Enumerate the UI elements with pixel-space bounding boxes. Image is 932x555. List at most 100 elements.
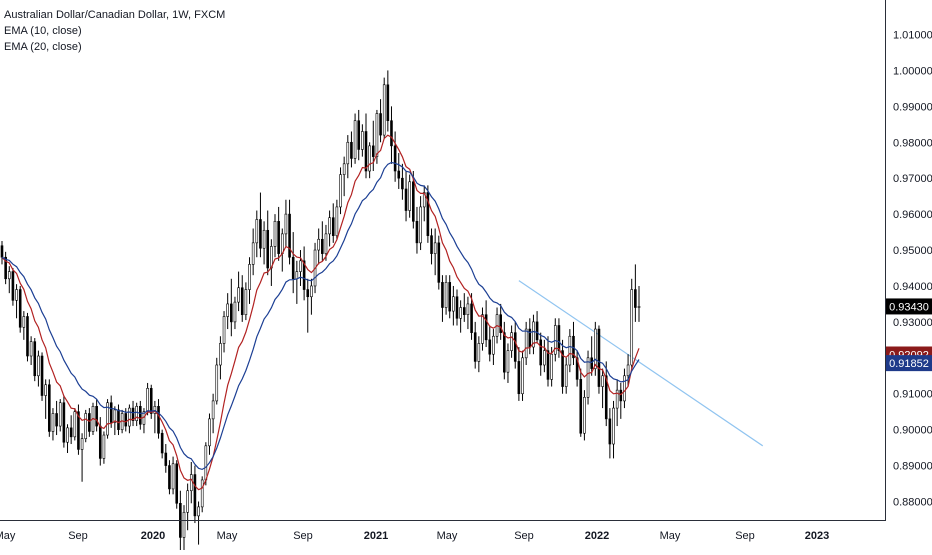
candle-body: [612, 407, 615, 445]
candle-body: [397, 170, 401, 179]
candle: [361, 124, 364, 157]
candle: [0, 241, 4, 265]
x-tick-label: 2021: [364, 530, 388, 542]
ema-line-10: [1, 134, 640, 491]
candle: [594, 321, 597, 376]
candle-body: [109, 402, 113, 423]
candle: [517, 347, 521, 401]
candle-body: [557, 325, 561, 351]
candle: [215, 357, 219, 405]
candle: [368, 142, 371, 179]
candle-body: [444, 282, 448, 308]
y-tick-label: 1.01000: [893, 30, 932, 42]
legend-ema-10: EMA (10, close): [4, 25, 82, 37]
y-tick-label: 0.89000: [893, 461, 932, 473]
candle-body: [590, 357, 593, 369]
candle-body: [357, 120, 361, 150]
candle-body: [422, 192, 426, 208]
candle: [492, 329, 495, 365]
candle-body: [128, 407, 131, 427]
candle-body: [139, 406, 142, 425]
trendline: [518, 280, 764, 447]
candle: [524, 321, 528, 365]
candle: [149, 384, 153, 419]
candle: [506, 343, 510, 383]
candle-body: [106, 402, 109, 436]
y-tick-label: 0.97000: [893, 173, 932, 185]
candle: [557, 318, 561, 358]
candle: [200, 476, 204, 513]
candle-body: [433, 242, 437, 254]
x-tick-label: May: [660, 530, 681, 542]
candle-body: [168, 465, 171, 490]
candle: [441, 275, 444, 322]
candle: [382, 77, 386, 139]
candle: [117, 404, 120, 436]
candle: [55, 400, 58, 436]
candle-body: [124, 413, 128, 427]
y-tick-label: 0.93000: [893, 317, 932, 329]
candle-body: [510, 332, 513, 351]
candle-body: [441, 282, 444, 308]
y-tick-label: 0.94000: [893, 281, 932, 293]
candle-body: [473, 332, 477, 362]
candle: [48, 379, 51, 437]
candle: [40, 352, 44, 401]
candle-body: [506, 350, 510, 373]
candle-body: [153, 406, 157, 414]
time-axis: May Sep 2020 May Sep 2021 May Sep 2022 May Sep 2023: [0, 530, 829, 542]
candle-body: [448, 282, 452, 312]
candle-body: [44, 384, 47, 396]
legend-ema-20: EMA (20, close): [4, 41, 82, 53]
candle-body: [499, 314, 502, 333]
candle-body: [430, 235, 433, 254]
candle-body: [393, 145, 397, 172]
candle: [240, 275, 244, 322]
candle-body: [601, 375, 604, 387]
candle: [244, 282, 248, 321]
y-tick-label: 0.91000: [893, 389, 932, 401]
candle: [193, 465, 197, 524]
y-tick-label: 0.98000: [893, 137, 932, 149]
candle: [535, 311, 539, 344]
candle-body: [182, 511, 186, 538]
y-tick-label: 0.90000: [893, 425, 932, 437]
candle-body: [248, 264, 251, 290]
candle: [80, 433, 84, 482]
candle: [615, 379, 619, 427]
candle-body: [390, 120, 393, 147]
candle: [390, 106, 393, 164]
candle: [142, 408, 146, 434]
candle-body: [477, 343, 481, 362]
price-label-text: 0.91852: [889, 358, 929, 370]
candle: [306, 278, 310, 333]
candle-body: [95, 406, 98, 427]
candle-body: [33, 341, 37, 377]
candle-body: [244, 289, 248, 315]
candle-body: [481, 314, 484, 344]
x-tick-label: Sep: [293, 530, 313, 542]
candle-body: [211, 400, 215, 420]
candle: [401, 163, 404, 200]
candle-body: [98, 425, 102, 459]
x-tick-label: Sep: [68, 530, 88, 542]
candle-body: [564, 364, 568, 387]
candle: [233, 296, 237, 330]
candle: [131, 400, 135, 427]
candle: [575, 350, 579, 387]
price-label-bg: [886, 298, 932, 315]
candle-body: [594, 328, 597, 369]
candle: [470, 293, 473, 340]
candle: [153, 400, 157, 434]
candle: [273, 214, 277, 258]
candles-layer: [0, 70, 641, 555]
candle: [477, 336, 481, 373]
candle-body: [22, 316, 26, 328]
y-tick-label: 1.00000: [893, 65, 932, 77]
candle: [513, 321, 517, 369]
candle-body: [208, 418, 211, 447]
candle: [69, 415, 73, 445]
candle: [459, 300, 462, 333]
candle: [66, 424, 69, 454]
candle-body: [532, 321, 535, 348]
